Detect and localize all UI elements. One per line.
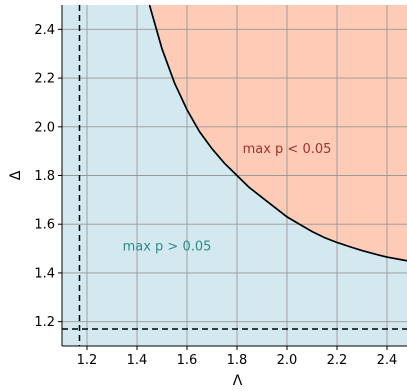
y-tick-label: 2.0 (34, 120, 55, 135)
y-axis-label: Δ (8, 170, 24, 180)
annotation-above-threshold: max p > 0.05 (123, 240, 212, 255)
x-tick-label: 1.2 (77, 353, 98, 368)
annotation-below-threshold: max p < 0.05 (243, 142, 332, 157)
x-tick-label: 1.6 (177, 353, 198, 368)
y-tick-label: 1.8 (34, 169, 55, 184)
region-below-threshold (149, 5, 407, 261)
x-tick-label: 1.8 (227, 353, 248, 368)
y-tick-label: 2.2 (34, 72, 55, 87)
x-tick-label: 2.2 (327, 353, 348, 368)
x-tick-label: 2.0 (277, 353, 298, 368)
y-tick-label: 2.4 (34, 23, 55, 38)
x-axis-label: Λ (233, 373, 243, 389)
y-tick-label: 1.6 (34, 218, 55, 233)
x-tick-label: 2.4 (377, 353, 398, 368)
boundary-curve (148, 4, 407, 262)
y-tick-label: 1.2 (34, 315, 55, 330)
y-tick-label: 1.4 (34, 266, 55, 281)
x-tick-label: 1.4 (127, 353, 148, 368)
